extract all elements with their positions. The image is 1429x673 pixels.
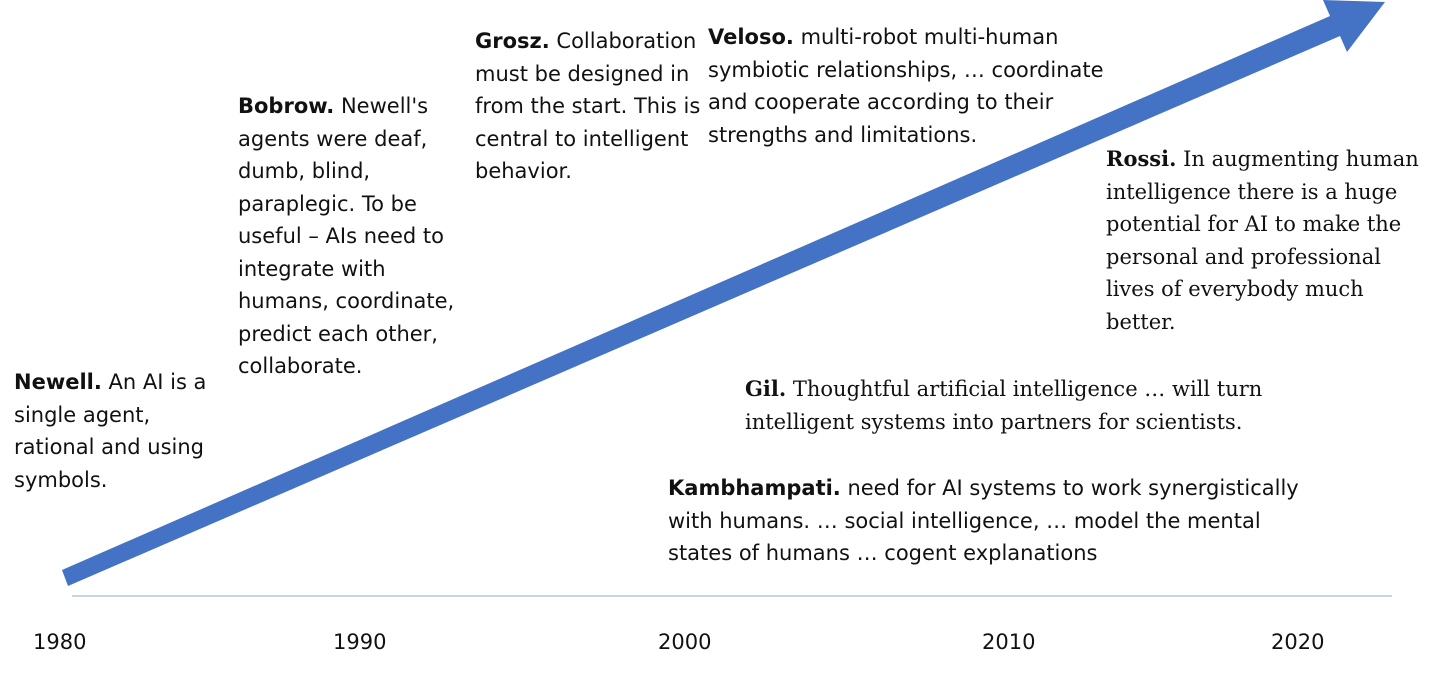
note-veloso: Veloso. multi-robot multi-human symbioti… <box>708 21 1138 151</box>
year-label-2020: 2020 <box>1271 630 1325 654</box>
note-name-gil: Gil. <box>745 376 787 401</box>
note-name-veloso: Veloso. <box>708 25 794 49</box>
note-text-veloso: multi-robot multi-human symbiotic relati… <box>708 25 1104 147</box>
note-gil: Gil. Thoughtful artificial intelligence … <box>745 373 1305 438</box>
year-label-1990: 1990 <box>333 630 387 654</box>
note-text-grosz: Collaboration must be designed in from t… <box>475 29 701 183</box>
note-text-bobrow: Newell's agents were deaf, dumb, blind, … <box>238 94 455 378</box>
note-name-rossi: Rossi. <box>1106 146 1177 171</box>
note-text-newell: An AI is a single agent, rational and us… <box>14 370 207 492</box>
note-grosz: Grosz. Collaboration must be designed in… <box>475 25 703 188</box>
note-text-kambhampati: need for AI systems to work synergistica… <box>668 476 1299 565</box>
year-label-2010: 2010 <box>982 630 1036 654</box>
year-label-1980: 1980 <box>33 630 87 654</box>
note-name-bobrow: Bobrow. <box>238 94 335 118</box>
note-name-newell: Newell. <box>14 370 102 394</box>
note-name-kambhampati: Kambhampati. <box>668 476 841 500</box>
note-text-rossi: In augmenting human intelligence there i… <box>1106 147 1419 334</box>
note-rossi: Rossi. In augmenting human intelligence … <box>1106 143 1424 338</box>
year-label-2000: 2000 <box>658 630 712 654</box>
note-newell: Newell. An AI is a single agent, rationa… <box>14 366 229 496</box>
note-bobrow: Bobrow. Newell's agents were deaf, dumb,… <box>238 90 463 383</box>
note-kambhampati: Kambhampati. need for AI systems to work… <box>668 472 1328 570</box>
note-name-grosz: Grosz. <box>475 29 550 53</box>
progress-arrow <box>62 0 1385 586</box>
note-text-gil: Thoughtful artificial intelligence … wil… <box>745 377 1263 434</box>
